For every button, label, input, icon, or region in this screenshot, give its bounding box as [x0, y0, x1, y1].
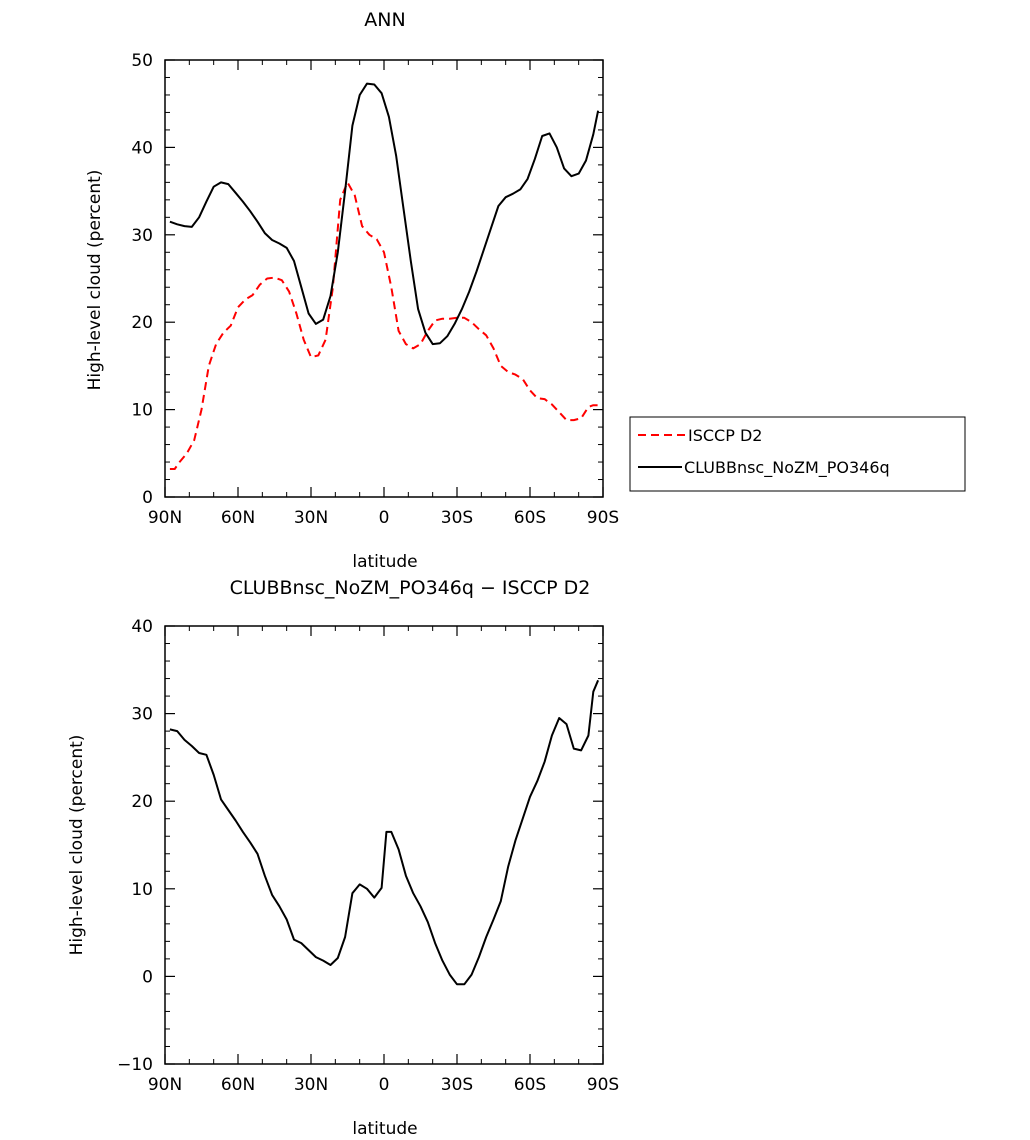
x-tick-label: 60S	[514, 508, 546, 528]
x-axis-label: latitude	[352, 552, 417, 572]
y-tick-label: 30	[131, 226, 153, 246]
y-tick-label: 10	[131, 880, 153, 900]
tick-labels: 90N 60N 30N 0 30S 60S 90S 0 10 20 30 40 50	[131, 51, 619, 528]
axis-ticks	[164, 625, 604, 1065]
x-tick-label: 0	[379, 508, 390, 528]
y-tick-label: −10	[117, 1055, 153, 1075]
tick-labels: 90N 60N 30N 0 30S 60S 90S −10 0 10 20 30 40	[117, 617, 619, 1095]
x-tick-label: 30N	[294, 1075, 328, 1095]
y-tick-label: 40	[131, 617, 153, 637]
plot-frame	[164, 625, 604, 1065]
top-chart-panel: ANN 90N 60N 30N 0 30S 60S 90S 0 10 20 30 40 50 latit…	[85, 9, 966, 572]
x-tick-label: 0	[379, 1075, 390, 1095]
x-tick-label: 60S	[514, 1075, 546, 1095]
axis-ticks	[164, 59, 604, 498]
plot-frame	[164, 59, 604, 498]
series-line-0	[169, 679, 600, 986]
y-tick-label: 20	[131, 792, 153, 812]
y-tick-label: 50	[131, 51, 153, 71]
y-tick-label: 0	[142, 967, 153, 987]
x-tick-label: 60N	[221, 1075, 255, 1095]
chart-title: ANN	[364, 9, 405, 31]
series-line-clubbnsc-nozm-po346q	[169, 82, 600, 346]
bottom-chart-panel: CLUBBnsc_NoZM_PO346q − ISCCP D2 90N 60N 30…	[67, 577, 619, 1139]
y-tick-label: 30	[131, 705, 153, 725]
x-tick-label: 90S	[587, 1075, 619, 1095]
x-tick-label: 90S	[587, 508, 619, 528]
y-axis-label: High-level cloud (percent)	[67, 735, 87, 956]
series-line-isccp-d2	[169, 181, 599, 470]
x-tick-label: 60N	[221, 508, 255, 528]
data-lines	[169, 679, 600, 986]
data-lines	[169, 82, 600, 470]
y-tick-label: 0	[142, 488, 153, 508]
x-tick-label: 30S	[441, 508, 473, 528]
legend-box	[629, 416, 966, 492]
chart-title: CLUBBnsc_NoZM_PO346q − ISCCP D2	[230, 577, 591, 599]
y-tick-label: 40	[131, 138, 153, 158]
legend-label-clubb: CLUBBnsc_NoZM_PO346q	[684, 458, 890, 478]
y-tick-label: 10	[131, 401, 153, 421]
legend: ISCCP D2 CLUBBnsc_NoZM_PO346q	[629, 416, 966, 492]
x-axis-label: latitude	[352, 1119, 417, 1139]
x-tick-label: 90N	[148, 508, 182, 528]
x-tick-label: 30S	[441, 1075, 473, 1095]
x-tick-label: 30N	[294, 508, 328, 528]
x-tick-label: 90N	[148, 1075, 182, 1095]
y-tick-label: 20	[131, 313, 153, 333]
y-axis-label: High-level cloud (percent)	[85, 170, 105, 391]
legend-label-isccp: ISCCP D2	[688, 426, 762, 445]
